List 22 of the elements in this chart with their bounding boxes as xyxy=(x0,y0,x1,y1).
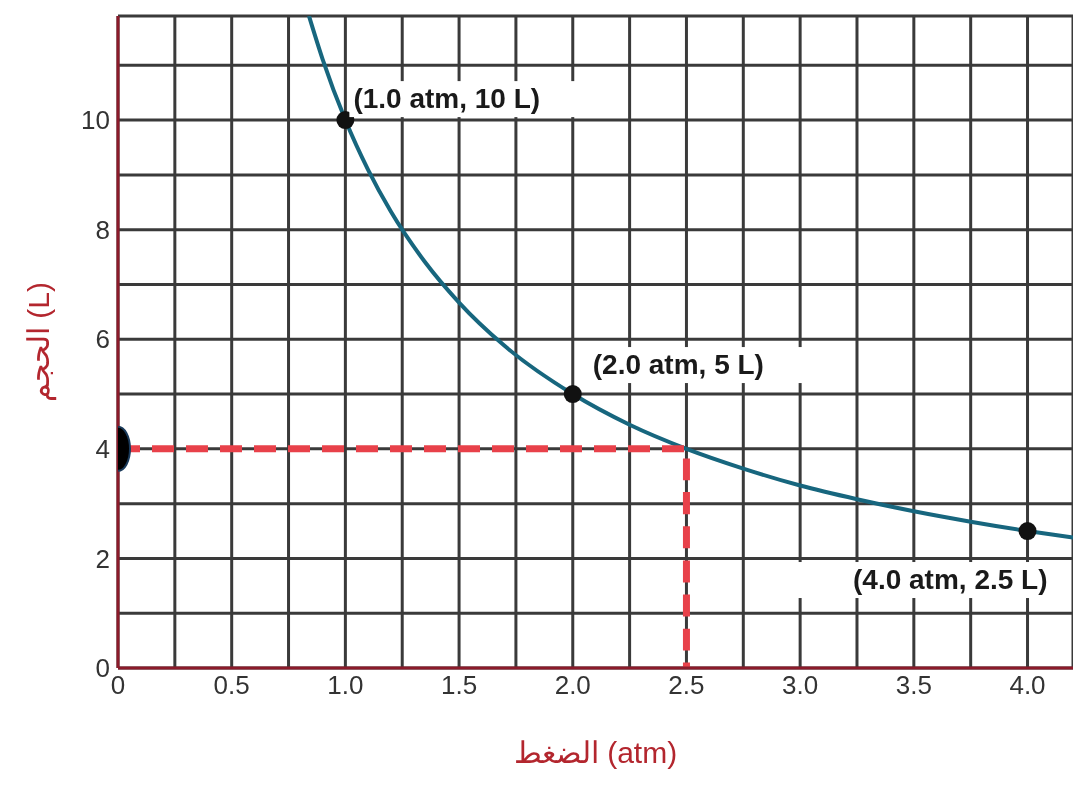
annotation: (1.0 atm, 10 L) xyxy=(353,83,541,115)
y-tick-label: 2 xyxy=(95,543,110,574)
y-tick-label: 10 xyxy=(81,105,110,136)
x-tick-label: 2.0 xyxy=(554,670,591,701)
y-tick-label: 6 xyxy=(95,324,110,355)
point xyxy=(1018,522,1037,541)
y-tick-label: 4 xyxy=(95,434,110,465)
y-axis-title: الحجم (L) xyxy=(21,282,57,402)
point xyxy=(563,385,582,404)
x-tick-label: 4.0 xyxy=(1009,670,1046,701)
x-tick-label: 0.5 xyxy=(213,670,250,701)
x-tick-label: 3.0 xyxy=(782,670,819,701)
x-tick-label: 1.0 xyxy=(327,670,364,701)
y-tick-label: 8 xyxy=(95,214,110,245)
x-tick-label: 2.5 xyxy=(668,670,705,701)
annotation: (2.0 atm, 5 L) xyxy=(592,349,764,381)
x-tick-label: 1.5 xyxy=(440,670,478,701)
annotation: (4.0 atm, 2.5 L) xyxy=(853,564,1048,596)
x-axis-title: الضغط (atm) xyxy=(513,736,678,769)
line-series xyxy=(307,16,1073,540)
x-tick-label: 3.5 xyxy=(895,670,932,701)
point xyxy=(336,111,355,130)
